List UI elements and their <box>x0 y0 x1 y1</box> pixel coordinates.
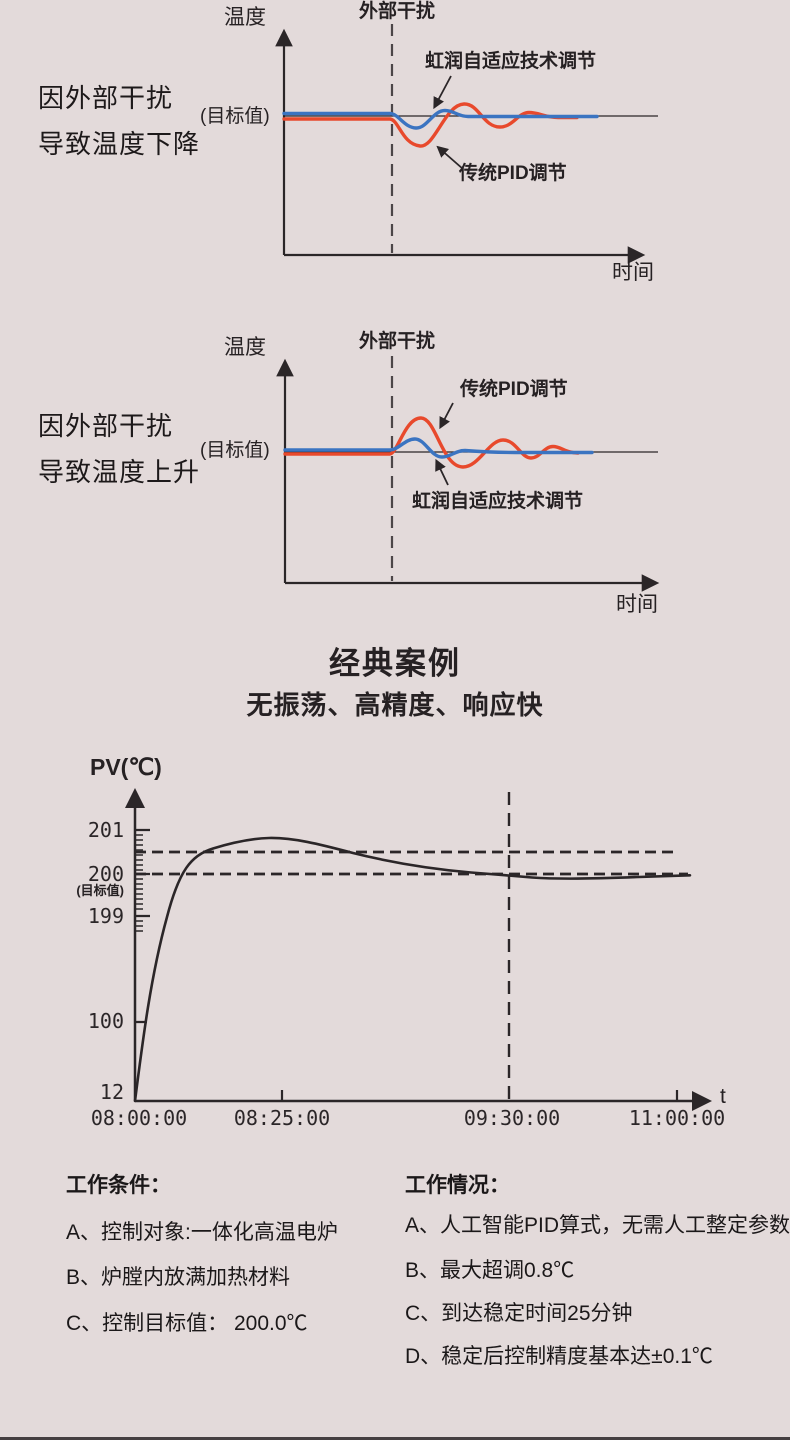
results-title: 工作情况： <box>405 1174 510 1197</box>
conditions-item-c: C、控制目标值： 200.0℃ <box>66 1312 308 1335</box>
case-subtitle: 无振荡、高精度、响应快 <box>246 690 544 720</box>
chart2-target-label: (目标值) <box>200 440 270 461</box>
bottom-edge-bar <box>0 1437 790 1440</box>
chart1-target-label: (目标值) <box>200 106 270 127</box>
chart1-side-label-line2: 导致温度下降 <box>38 129 201 159</box>
results-item-d: D、稳定后控制精度基本达±0.1℃ <box>405 1345 713 1368</box>
case-xtick-1100: 11:00:00 <box>628 1106 726 1130</box>
chart2-y-axis-label: 温度 <box>224 336 266 359</box>
chart1-pid-curve-label: 传统PID调节 <box>459 163 567 184</box>
conditions-item-b: B、炉膛内放满加热材料 <box>66 1266 291 1289</box>
conditions-title: 工作条件： <box>66 1174 171 1197</box>
case-x-axis-label: t <box>720 1085 726 1108</box>
case-title: 经典案例 <box>329 646 461 681</box>
chart2-disturbance-label: 外部干扰 <box>359 331 436 352</box>
chart1-pid-curve <box>282 102 579 148</box>
case-ytick-201: 201 <box>87 818 124 842</box>
case-ytick-200: 200 <box>87 862 124 886</box>
case-pv-curve <box>133 836 692 1103</box>
chart1-adaptive-arrow <box>433 75 452 110</box>
chart1-disturbance-label: 外部干扰 <box>359 1 436 22</box>
case-y-axis-label: PV(℃) <box>90 754 162 780</box>
chart1-side-label-line1: 因外部干扰 <box>38 83 174 113</box>
results-item-c: C、到达稳定时间25分钟 <box>405 1302 633 1325</box>
chart1-adaptive-curve-label: 虹润自适应技术调节 <box>425 51 597 72</box>
chart1-adaptive-curve <box>282 108 599 130</box>
chart1-y-axis-label: 温度 <box>224 6 266 29</box>
chart2-adaptive-curve <box>283 437 594 459</box>
case-xtick-0825: 08:25:00 <box>233 1106 331 1130</box>
chart2-pid-curve-label: 传统PID调节 <box>460 379 568 400</box>
chart1-x-axis-label: 时间 <box>612 261 654 284</box>
chart2-adaptive-arrow <box>435 458 449 486</box>
chart2-adaptive-curve-label: 虹润自适应技术调节 <box>412 491 584 512</box>
case-ytick-199: 199 <box>87 904 124 928</box>
chart2-pid-arrow <box>439 402 454 430</box>
chart2-x-axis-label: 时间 <box>616 593 658 616</box>
case-x-ticks <box>280 1090 679 1101</box>
results-item-a: A、人工智能PID算式，无需人工整定参数 <box>405 1214 790 1237</box>
chart2-side-label-line2: 导致温度上升 <box>38 457 201 487</box>
case-ytick-12: 12 <box>99 1080 124 1104</box>
case-xtick-0930: 09:30:00 <box>463 1106 561 1130</box>
chart1-plot <box>275 24 658 264</box>
results-item-b: B、最大超调0.8℃ <box>405 1259 575 1282</box>
chart2-pid-curve <box>283 416 580 469</box>
case-ytick-100: 100 <box>87 1009 124 1033</box>
case-y-minor-ticks <box>135 834 143 932</box>
chart2-plot <box>276 356 660 592</box>
chart2-side-label-line1: 因外部干扰 <box>38 411 174 441</box>
case-plot <box>125 788 712 1111</box>
chart1-pid-arrow <box>436 145 464 170</box>
conditions-item-a: A、控制对象:一体化高温电炉 <box>66 1221 338 1244</box>
case-target-label: (目标值) <box>76 883 124 898</box>
case-xtick-0800: 08:00:00 <box>90 1106 188 1130</box>
